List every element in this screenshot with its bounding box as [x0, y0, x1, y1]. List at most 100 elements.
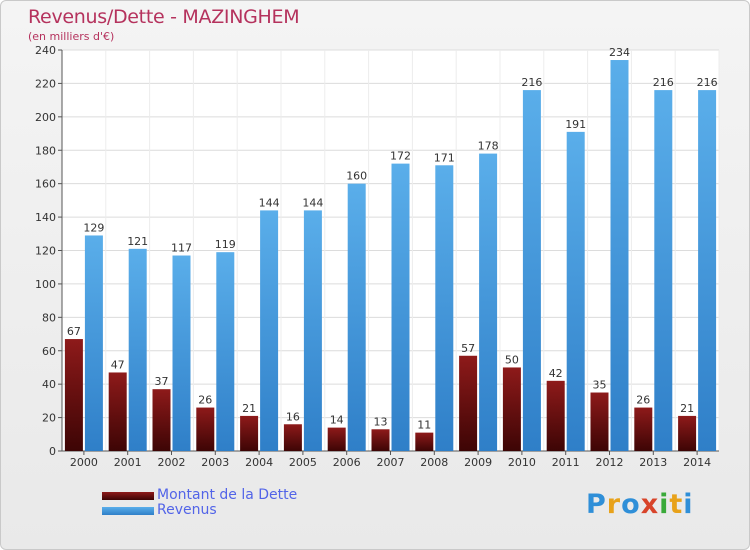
data-label-debt-2009: 57	[461, 342, 475, 355]
bar-debt-2014	[678, 415, 697, 451]
y-tick-label-120: 120	[35, 245, 56, 258]
data-label-debt-2003: 26	[198, 394, 212, 407]
data-label-debt-2008: 11	[417, 419, 431, 432]
data-label-debt-2000: 67	[67, 325, 81, 338]
bar-debt-2005	[283, 424, 302, 451]
y-tick-label-0: 0	[49, 445, 56, 458]
data-label-revenus-2005: 144	[302, 196, 323, 209]
logo-letter: r	[606, 489, 622, 520]
bar-debt-2013	[634, 407, 653, 451]
y-tick-label-80: 80	[42, 311, 56, 324]
bar-revenus-2014	[698, 90, 717, 451]
y-tick-label-60: 60	[42, 345, 56, 358]
data-label-debt-2004: 21	[242, 402, 256, 415]
x-tick-label-2013: 2013	[639, 456, 667, 469]
y-tick-label-180: 180	[35, 144, 56, 157]
bar-revenus-2007	[391, 163, 410, 451]
bar-revenus-2006	[347, 183, 366, 451]
logo-letter: o	[621, 489, 641, 520]
bar-debt-2012	[590, 392, 609, 451]
bar-debt-2002	[152, 389, 171, 451]
y-tick-label-240: 240	[35, 44, 56, 57]
data-label-debt-2011: 42	[549, 367, 563, 380]
bar-debt-2010	[502, 367, 521, 451]
x-tick-label-2007: 2007	[377, 456, 405, 469]
data-label-debt-2010: 50	[505, 353, 519, 366]
x-tick-label-2004: 2004	[245, 456, 273, 469]
data-label-revenus-2010: 216	[521, 76, 542, 89]
data-label-debt-2012: 35	[593, 379, 607, 392]
data-label-revenus-2014: 216	[697, 76, 718, 89]
data-label-revenus-2006: 160	[346, 170, 367, 183]
x-tick-label-2011: 2011	[552, 456, 580, 469]
x-tick-label-2000: 2000	[70, 456, 98, 469]
bar-revenus-2000	[84, 235, 103, 451]
legend-swatch-revenus	[102, 507, 154, 515]
y-tick-label-140: 140	[35, 211, 56, 224]
data-label-revenus-2003: 119	[215, 238, 236, 251]
x-tick-label-2012: 2012	[596, 456, 624, 469]
y-tick-label-40: 40	[42, 378, 56, 391]
data-label-debt-2005: 16	[286, 410, 300, 423]
y-tick-label-200: 200	[35, 111, 56, 124]
y-tick-label-160: 160	[35, 178, 56, 191]
bar-debt-2003	[196, 407, 215, 451]
bar-debt-2009	[459, 355, 478, 451]
x-tick-label-2003: 2003	[201, 456, 229, 469]
x-tick-label-2002: 2002	[158, 456, 186, 469]
proxiti-logo: Proxiti	[586, 489, 694, 520]
data-label-debt-2002: 37	[155, 375, 169, 388]
bar-debt-2008	[415, 432, 434, 451]
logo-letter: P	[586, 489, 607, 520]
bar-debt-2000	[64, 339, 83, 451]
bar-revenus-2008	[435, 165, 454, 451]
data-label-debt-2013: 26	[636, 394, 650, 407]
x-tick-label-2005: 2005	[289, 456, 317, 469]
bar-debt-2011	[546, 380, 565, 451]
data-label-revenus-2008: 171	[434, 151, 455, 164]
chart-subtitle: (en milliers d'€)	[28, 30, 115, 43]
data-label-revenus-2009: 178	[478, 140, 499, 153]
legend-label-revenus: Revenus	[157, 502, 217, 518]
bar-revenus-2010	[522, 90, 541, 451]
logo-letter: t	[669, 489, 684, 520]
bar-debt-2006	[327, 427, 346, 451]
bar-revenus-2013	[654, 90, 673, 451]
data-label-revenus-2007: 172	[390, 150, 411, 163]
bar-debt-2007	[371, 429, 390, 451]
bar-revenus-2003	[216, 252, 235, 451]
bar-debt-2004	[240, 415, 259, 451]
data-label-revenus-2000: 129	[83, 221, 104, 234]
bar-revenus-2012	[610, 60, 629, 452]
bar-debt-2001	[108, 372, 127, 451]
data-label-debt-2001: 47	[111, 358, 125, 371]
bar-revenus-2009	[479, 153, 498, 451]
logo-letter: i	[659, 489, 670, 520]
data-label-revenus-2012: 234	[609, 46, 630, 59]
chart-title: Revenus/Dette - MAZINGHEM	[28, 6, 300, 28]
logo-letter: i	[683, 489, 694, 520]
data-label-revenus-2001: 121	[127, 235, 148, 248]
data-label-revenus-2004: 144	[259, 196, 280, 209]
bar-revenus-2004	[260, 210, 279, 451]
y-tick-label-20: 20	[42, 412, 56, 425]
legend-swatch-debt	[102, 492, 154, 500]
data-label-debt-2006: 14	[330, 414, 344, 427]
x-tick-label-2001: 2001	[114, 456, 142, 469]
x-tick-label-2009: 2009	[464, 456, 492, 469]
x-tick-label-2008: 2008	[420, 456, 448, 469]
data-label-debt-2007: 13	[374, 415, 388, 428]
x-tick-label-2006: 2006	[333, 456, 361, 469]
legend-label-debt: Montant de la Dette	[157, 487, 298, 503]
logo-letter: x	[640, 489, 660, 520]
x-tick-label-2010: 2010	[508, 456, 536, 469]
data-label-revenus-2013: 216	[653, 76, 674, 89]
y-tick-label-220: 220	[35, 77, 56, 90]
bar-revenus-2011	[566, 131, 585, 451]
x-tick-label-2014: 2014	[683, 456, 711, 469]
data-label-debt-2014: 21	[680, 402, 694, 415]
data-label-revenus-2002: 117	[171, 242, 192, 255]
data-label-revenus-2011: 191	[565, 118, 586, 131]
